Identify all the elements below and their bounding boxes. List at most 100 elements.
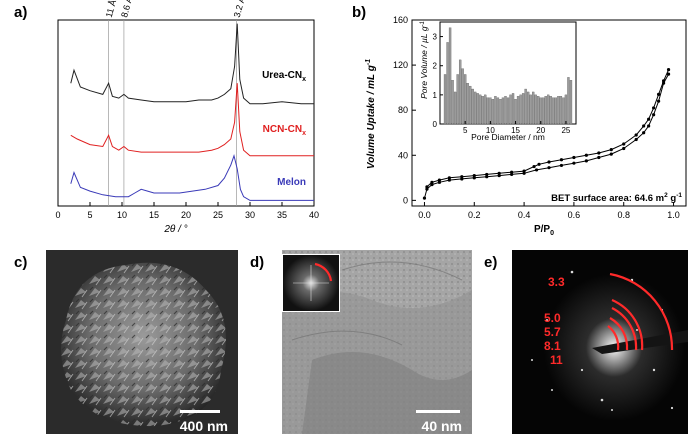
inset-y-tick-label: 1 — [433, 91, 438, 100]
pore-size-bar — [516, 96, 520, 125]
panel-label-d: d) — [250, 254, 265, 271]
pore-size-bar — [539, 97, 542, 125]
tem-scalebar — [416, 410, 460, 413]
isotherm-point-desorption — [522, 169, 526, 173]
isotherm-point-adsorption — [430, 182, 434, 187]
isotherm-point-desorption — [572, 155, 576, 160]
isotherm-point-adsorption — [652, 113, 656, 117]
tem-fft-inset — [282, 254, 340, 312]
sem-scalebar — [180, 410, 220, 413]
inset-x-tick-label: 15 — [511, 126, 520, 135]
pore-size-bar — [511, 93, 515, 125]
isotherm-point-desorption — [634, 133, 638, 137]
isotherm-series-group — [422, 68, 671, 200]
isotherm-point-adsorption — [572, 161, 576, 165]
sem-texture — [46, 250, 238, 434]
isotherm-y-tick-label: 0 — [403, 195, 408, 205]
isotherm-point-adsorption — [647, 124, 651, 128]
xrd-x-tick-label: 35 — [277, 210, 287, 220]
pore-size-bar — [496, 97, 500, 125]
pore-size-bar — [542, 97, 545, 125]
pore-size-bar — [514, 99, 517, 125]
isotherm-point-desorption — [437, 178, 441, 182]
isotherm-x-tick-label: 0.6 — [568, 210, 581, 220]
isotherm-point-desorption — [472, 173, 476, 178]
inset-x-tick-label: 25 — [561, 126, 570, 135]
pore-size-bar — [491, 99, 495, 125]
pore-size-bar — [564, 94, 568, 125]
inset-y-tick-label: 2 — [433, 62, 438, 71]
pore-size-bar — [501, 97, 505, 125]
saed-label-3-3: 3.3 — [548, 275, 565, 289]
xrd-annotation-11a: 11 Å — [104, 0, 118, 19]
beam-stop — [592, 330, 688, 354]
saed-pattern — [512, 250, 688, 434]
isotherm-x-axis-label: P/P0 — [534, 224, 554, 237]
isotherm-point-desorption — [460, 175, 464, 179]
isotherm-point-adsorption — [584, 159, 588, 163]
isotherm-point-adsorption — [425, 187, 429, 191]
pore-size-bar — [448, 27, 452, 125]
xrd-x-tick-label: 15 — [149, 210, 159, 220]
xrd-annotation-3-2a: 3.2 Å — [232, 0, 247, 19]
isotherm-point-adsorption — [510, 172, 514, 177]
pore-size-bar — [534, 94, 537, 125]
isotherm-y-tick-label: 80 — [398, 105, 408, 115]
pore-size-bar — [446, 42, 449, 125]
pore-size-bar — [479, 94, 482, 125]
pore-size-bar — [499, 99, 502, 125]
xrd-x-tick-label: 20 — [181, 210, 191, 220]
isotherm-point-desorption — [584, 153, 588, 157]
xrd-frame — [57, 19, 315, 207]
xrd-guide-lines — [108, 20, 237, 206]
xrd-legend-ncn: NCN-CNx — [263, 124, 306, 137]
pore-size-bar — [464, 74, 467, 125]
isotherm-x-tick-label: 0.4 — [518, 210, 531, 220]
isotherm-point-adsorption — [642, 131, 646, 135]
isotherm-point-desorption — [666, 68, 671, 72]
isotherm-point-adsorption — [437, 180, 441, 184]
isotherm-x-tick-label: 0.8 — [617, 210, 630, 220]
pore-size-bar — [466, 83, 469, 125]
isotherm-point-adsorption — [547, 166, 551, 170]
pore-size-bar — [484, 94, 487, 125]
isotherm-x-tick-label: 0.0 — [418, 210, 431, 220]
isotherm-point-adsorption — [559, 163, 564, 168]
pore-size-bar — [559, 96, 563, 125]
saed-ring-3-3 — [609, 272, 674, 351]
tem-scalebar-label: 40 nm — [421, 418, 462, 434]
isotherm-point-desorption — [425, 185, 429, 189]
isotherm-point-adsorption — [609, 152, 613, 156]
saed-label-8-1: 8.1 — [544, 339, 561, 353]
pore-size-bar — [453, 91, 457, 125]
isotherm-point-adsorption — [657, 99, 661, 103]
isotherm-point-desorption — [661, 79, 666, 83]
bet-annotation: BET surface area: 64.6 m2 g-1 — [551, 192, 682, 204]
xrd-x-tick-label: 30 — [245, 210, 255, 220]
inset-bars — [443, 27, 573, 125]
pore-size-bar — [549, 96, 552, 125]
saed-ring-11 — [607, 325, 620, 351]
fft-pattern — [283, 255, 339, 311]
inset-y-tick-label: 0 — [433, 120, 438, 129]
inset-x-tick-label: 5 — [463, 126, 468, 135]
isotherm-line-desorption — [426, 69, 670, 188]
xrd-x-tick-label: 25 — [213, 210, 223, 220]
xrd-legend-melon: Melon — [277, 177, 306, 188]
isotherm-point-desorption — [657, 92, 661, 96]
isotherm-point-desorption — [430, 180, 434, 184]
pore-size-bar — [489, 97, 492, 125]
isotherm-y-tick-label: 160 — [393, 15, 408, 25]
pore-size-bar — [494, 96, 497, 125]
xrd-series-ncn-cnx — [70, 83, 314, 157]
xrd-x-tick-label: 5 — [87, 210, 92, 220]
isotherm-point-adsorption — [522, 171, 526, 175]
isotherm-point-desorption — [647, 117, 651, 121]
pore-size-bar — [532, 91, 535, 125]
xrd-x-tick-label: 40 — [309, 210, 319, 220]
isotherm-point-adsorption — [622, 146, 626, 151]
isotherm-x-tick-label: 0.2 — [468, 210, 481, 220]
inset-y-tick-label: 3 — [433, 33, 438, 42]
sem-image: 400 nm — [46, 250, 238, 434]
